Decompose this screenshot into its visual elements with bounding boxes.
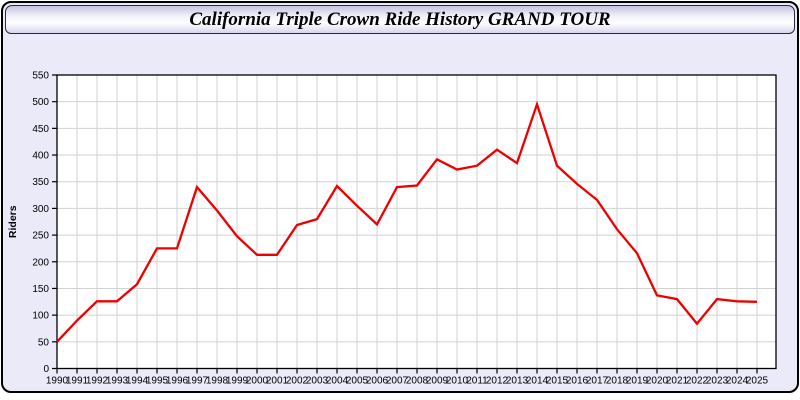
svg-text:2013: 2013 — [506, 376, 529, 387]
svg-text:2024: 2024 — [726, 376, 749, 387]
svg-text:2021: 2021 — [666, 376, 689, 387]
svg-text:1996: 1996 — [166, 376, 189, 387]
svg-text:50: 50 — [38, 337, 50, 348]
svg-text:350: 350 — [32, 177, 49, 188]
svg-text:1992: 1992 — [86, 376, 109, 387]
svg-text:2020: 2020 — [646, 376, 669, 387]
svg-text:2018: 2018 — [606, 376, 629, 387]
svg-text:2005: 2005 — [346, 376, 369, 387]
svg-text:1991: 1991 — [66, 376, 89, 387]
chart-title: California Triple Crown Ride History GRA… — [189, 8, 611, 30]
svg-text:250: 250 — [32, 231, 49, 242]
svg-text:2014: 2014 — [526, 376, 549, 387]
svg-text:2012: 2012 — [486, 376, 509, 387]
svg-text:450: 450 — [32, 124, 49, 135]
svg-text:2003: 2003 — [306, 376, 329, 387]
svg-text:2004: 2004 — [326, 376, 349, 387]
svg-text:1995: 1995 — [146, 376, 169, 387]
svg-text:2002: 2002 — [286, 376, 309, 387]
svg-text:Riders: Riders — [7, 205, 19, 238]
svg-text:1990: 1990 — [46, 376, 69, 387]
svg-text:2011: 2011 — [466, 376, 488, 387]
svg-text:550: 550 — [32, 71, 49, 82]
svg-text:2015: 2015 — [546, 376, 569, 387]
svg-text:2000: 2000 — [246, 376, 269, 387]
svg-text:2022: 2022 — [686, 376, 709, 387]
svg-text:2008: 2008 — [406, 376, 429, 387]
svg-text:2016: 2016 — [566, 376, 589, 387]
svg-text:2025: 2025 — [746, 376, 769, 387]
svg-text:2019: 2019 — [626, 376, 649, 387]
svg-text:100: 100 — [32, 311, 49, 322]
title-bar: California Triple Crown Ride History GRA… — [5, 5, 795, 34]
svg-text:1994: 1994 — [126, 376, 149, 387]
svg-text:2001: 2001 — [266, 376, 289, 387]
svg-text:2006: 2006 — [366, 376, 389, 387]
chart-body: 0 50 100 150 200 250 300 350 400 450 500 550 1990 199… — [3, 35, 797, 391]
svg-text:200: 200 — [32, 257, 49, 268]
svg-text:2023: 2023 — [706, 376, 729, 387]
svg-text:2017: 2017 — [586, 376, 609, 387]
svg-text:2007: 2007 — [386, 376, 409, 387]
svg-text:500: 500 — [32, 97, 49, 108]
svg-text:1993: 1993 — [106, 376, 129, 387]
svg-text:150: 150 — [32, 284, 49, 295]
svg-text:1999: 1999 — [226, 376, 249, 387]
svg-text:1997: 1997 — [186, 376, 209, 387]
svg-text:2009: 2009 — [426, 376, 449, 387]
svg-text:300: 300 — [32, 204, 49, 215]
svg-text:2010: 2010 — [446, 376, 469, 387]
app-window: California Triple Crown Ride History GRA… — [1, 1, 799, 393]
svg-text:0: 0 — [43, 364, 49, 375]
ride-history-chart: 0501001502002503003504004505005501990199… — [7, 71, 777, 387]
svg-text:400: 400 — [32, 151, 49, 162]
svg-text:1998: 1998 — [206, 376, 229, 387]
